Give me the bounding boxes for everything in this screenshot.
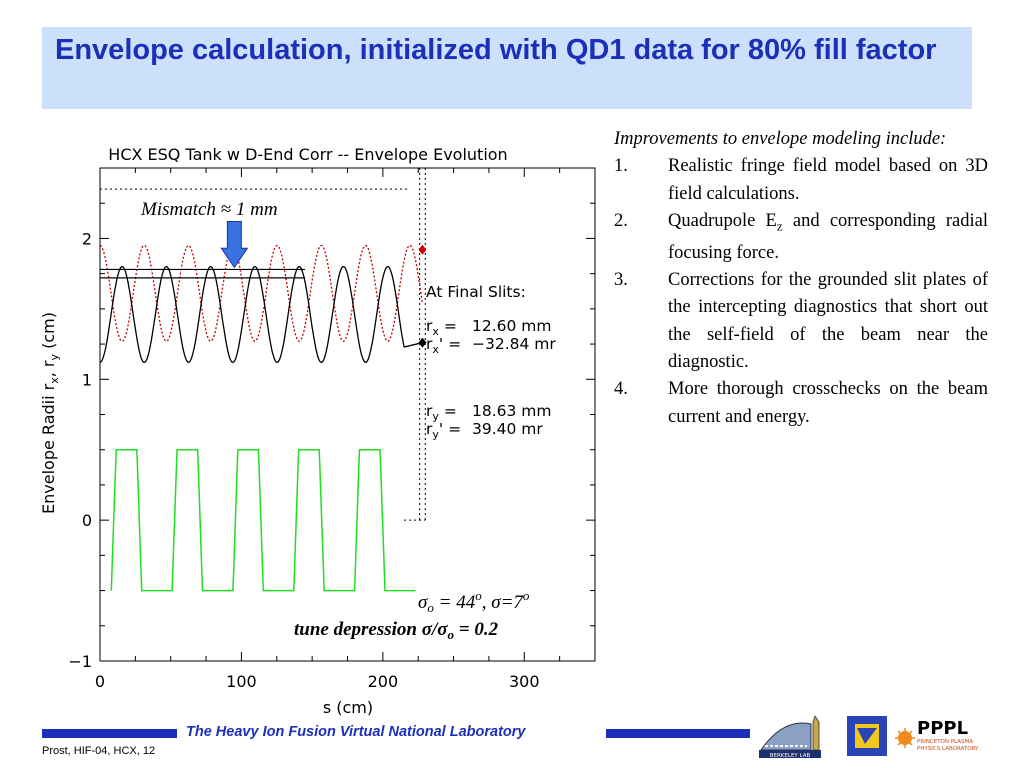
y-tick-label: −1 [68,652,92,671]
final-point-markers [418,244,427,348]
y-tick-label: 0 [82,511,92,530]
slit-boundary-lines [100,168,426,521]
footer-lab-name: The Heavy Ion Fusion Virtual National La… [186,724,526,740]
rx-envelope-line [99,265,405,364]
svg-text:PHYSICS LABORATORY: PHYSICS LABORATORY [917,746,979,752]
improvements-list: 1. Realistic fringe field model based on … [614,153,988,431]
pppl-logo: PPPL PRINCETON PLASMA PHYSICS LABORATORY [895,718,979,752]
chart-title: HCX ESQ Tank w D-End Corr -- Envelope Ev… [108,145,507,164]
list-item: 4. More thorough crosschecks on the beam … [614,379,988,427]
phase-advance-label: σo = 44o, σ=7o [418,588,530,615]
final-slits-heading: At Final Slits: [426,283,526,301]
svg-text:PPPL: PPPL [917,718,968,739]
x-tick-label: 200 [368,672,399,691]
footer-logos: BERKELEY LAB PPPL PRINCETON PLASMA PHYSI… [759,715,979,759]
x-tick-label: 300 [509,672,540,691]
y-tick-label: 2 [82,229,92,248]
x-tick-label: 0 [95,672,105,691]
footer-bar-right [606,729,750,738]
lattice-line [110,448,416,592]
y-axis-label: Envelope Radii rx, ry (cm) [39,312,61,514]
x-tick-label: 100 [226,672,257,691]
improvements-notes: Improvements to envelope modeling includ… [614,126,988,431]
footer-bar-left [42,729,177,738]
ry-envelope-line [99,244,424,342]
berkeley-lab-logo: BERKELEY LAB [759,715,821,759]
ry-final-marker [418,244,427,255]
y-tick-label: 1 [82,370,92,389]
list-item: 3. Corrections for the grounded slit plat… [614,270,988,373]
axis-ticks [99,167,596,662]
y-tick-labels: −1 0 1 2 [68,229,92,671]
final-value-3: ry = 18.63 mm [426,402,552,423]
svg-text:PRINCETON PLASMA: PRINCETON PLASMA [917,739,973,745]
mismatch-annotation [100,221,306,279]
slide-title: Envelope calculation, initialized with Q… [55,34,937,66]
final-value-2: rx' = −32.84 mr [426,335,556,356]
footer-credit: Prost, HIF-04, HCX, 12 [42,745,156,757]
tune-depression-label: tune depression σ/σo = 0.2 [294,619,499,642]
rx-final-marker [418,337,427,348]
final-value-4: ry' = 39.40 mr [426,420,543,441]
mismatch-arrow [220,221,249,269]
svg-text:BERKELEY LAB: BERKELEY LAB [770,753,811,759]
x-axis-label: s (cm) [323,698,373,717]
notes-intro: Improvements to envelope modeling includ… [614,129,947,149]
nuclear-logo [847,716,887,756]
x-tick-labels: 0 100 200 300 [95,672,540,691]
mismatch-label: Mismatch ≈ 1 mm [140,199,278,220]
list-item: 2. Quadrupole Ez and corresponding radial… [614,210,988,263]
title-banner [42,27,972,109]
final-value-1: rx = 12.60 mm [426,317,552,338]
list-item: 1. Realistic fringe field model based on … [614,156,988,204]
series-group [99,244,424,592]
